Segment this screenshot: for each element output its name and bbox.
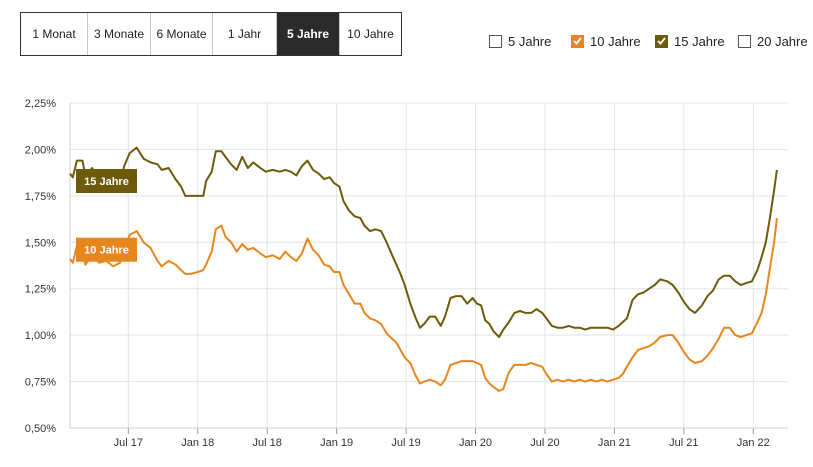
x-tick-label: Jul 20	[530, 437, 559, 449]
x-tick-label: Jan 18	[181, 437, 214, 449]
series-legend: 5 Jahre 10 Jahre 15 Jahre 20 Jahre	[483, 31, 813, 51]
legend-item-15-jahre[interactable]: 15 Jahre	[655, 31, 725, 51]
x-tick-label: Jul 18	[253, 437, 282, 449]
checkbox-checked-icon[interactable]	[655, 34, 668, 48]
legend-label: 20 Jahre	[757, 33, 808, 49]
range-tab-6-monate[interactable]: 6 Monate	[151, 13, 213, 55]
range-tab-3-monate[interactable]: 3 Monate	[88, 13, 151, 55]
range-tab-1-monat[interactable]: 1 Monat	[21, 13, 88, 55]
x-tick-label: Jan 21	[598, 437, 631, 449]
series-label-box	[76, 237, 137, 262]
x-tick-label: Jan 19	[320, 437, 353, 449]
y-tick-label: 0,50%	[25, 423, 56, 435]
y-tick-label: 1,75%	[25, 191, 56, 203]
series-label-15-jahre: 15 Jahre	[76, 169, 137, 193]
series-line-10-jahre	[69, 217, 778, 392]
range-tab-5-jahre[interactable]: 5 Jahre	[277, 13, 340, 55]
legend-label: 15 Jahre	[674, 33, 725, 49]
y-tick-label: 2,25%	[25, 98, 56, 110]
x-tick-label: Jan 22	[737, 437, 770, 449]
checkbox-unchecked-icon[interactable]	[738, 34, 751, 48]
y-tick-label: 1,25%	[25, 284, 56, 296]
legend-item-10-jahre[interactable]: 10 Jahre	[571, 31, 641, 51]
checkbox-unchecked-icon[interactable]	[489, 34, 502, 48]
y-tick-label: 2,00%	[25, 144, 56, 156]
legend-item-20-jahre[interactable]: 20 Jahre	[738, 31, 808, 51]
y-tick-label: 1,50%	[25, 237, 56, 249]
legend-item-5-jahre[interactable]: 5 Jahre	[489, 31, 551, 51]
series-label-text: 10 Jahre	[84, 245, 129, 257]
series-line-15-jahre	[69, 146, 778, 338]
range-tab-1-jahr[interactable]: 1 Jahr	[213, 13, 277, 55]
series-label-box	[76, 169, 137, 193]
y-tick-label: 1,00%	[25, 330, 56, 342]
series-label-10-jahre: 10 Jahre	[76, 237, 137, 262]
y-tick-label: 0,75%	[25, 377, 56, 389]
x-tick-label: Jul 19	[391, 437, 420, 449]
checkbox-checked-icon[interactable]	[571, 34, 584, 48]
range-tab-10-jahre[interactable]: 10 Jahre	[347, 27, 394, 41]
x-tick-label: Jul 21	[669, 437, 698, 449]
x-tick-label: Jan 20	[459, 437, 492, 449]
x-tick-label: Jul 17	[114, 437, 143, 449]
legend-label: 10 Jahre	[590, 33, 641, 49]
series-label-text: 15 Jahre	[84, 176, 129, 188]
range-tabs: 1 Monat 3 Monate 6 Monate 1 Jahr 5 Jahre 10 J…	[20, 12, 402, 56]
legend-label: 5 Jahre	[508, 33, 552, 49]
